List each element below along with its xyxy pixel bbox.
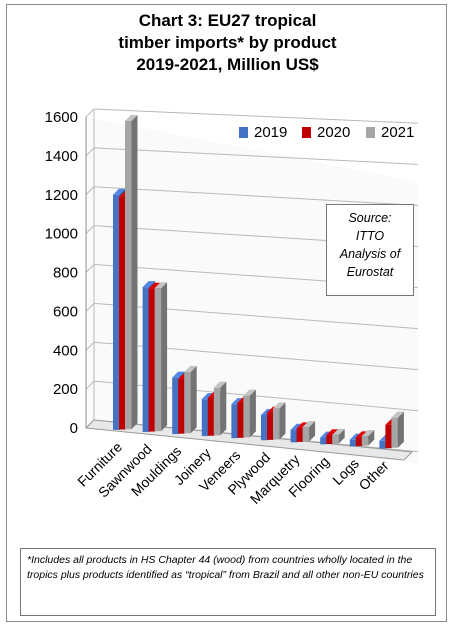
bar-other-2019-front [379,440,386,449]
bar-marquetry-2021-side [309,420,316,442]
bar-sawnwood-2019-top [142,281,156,288]
bar-flooring-2021-front [332,434,339,444]
bar-sawnwood-2020-top [148,282,162,289]
legend-item-2020: 2020 [302,124,350,141]
legend-swatch-2021 [366,127,375,138]
bar-joinery-2020-front [207,397,215,436]
bar-flooring-2021-top [332,428,345,435]
bar-marquetry-2021-front [302,426,310,442]
bar-other-2020-front [385,424,392,449]
source-line-3: Analysis of [339,247,401,261]
y-tick-label-1600: 1600 [45,109,78,126]
bar-other-2021-front [391,417,398,448]
chart-title-line-3: 2019-2021, Million US$ [136,55,319,74]
gridline-side-400 [85,341,95,351]
source-line-4: Eurostat [346,265,394,279]
bar-plywood-2021-side [279,402,286,440]
legend-item-2021: 2021 [366,124,414,141]
x-tick-label-other: Other [355,457,391,493]
bar-logs-2019-front [349,439,357,447]
y-tick-label-0: 0 [70,420,78,437]
source-line-2: ITTO [355,229,385,243]
bar-joinery-2021-side [220,381,227,436]
y-tick-label-600: 600 [53,303,78,320]
bar-marquetry-2020-front [296,428,304,442]
bar-veneers-2021-side [249,389,256,438]
bar-veneers-2020-front [237,402,244,438]
bar-flooring-2019-front [320,437,327,445]
bar-joinery-2021-top [213,381,227,388]
bar-sawnwood-2021-top [154,282,168,289]
bar-other-2021-side [397,411,404,448]
gridline-side-200 [85,380,95,390]
legend-item-2019: 2019 [239,124,287,141]
gridline-1200 [93,186,419,206]
bar-flooring-2020-front [326,435,333,444]
source-box: Source: ITTO Analysis of Eurostat [326,204,414,296]
gridline-side-1200 [85,186,95,196]
gridline-1600 [93,108,419,124]
gridline-side-600 [85,303,95,312]
bar-sawnwood-2021-side [161,282,168,432]
bar-logs-2021-front [361,435,369,446]
bar-plywood-2021-top [273,402,286,409]
bar-sawnwood-2019-front [142,287,150,432]
bar-marquetry-2019-front [290,429,298,443]
y-tick-label-1200: 1200 [45,187,78,204]
bar-veneers-2021-top [243,389,256,396]
chart-title-line-1: Chart 3: EU27 tropical [138,11,317,30]
bar-furniture-2021-top [125,115,138,122]
y-tick-label-1400: 1400 [45,148,78,165]
bar-mouldings-2019-top [172,371,185,378]
bar-furniture-2019-top [113,188,126,195]
legend-label-2021: 2021 [381,124,415,141]
bar-furniture-2020-front [119,197,126,430]
y-tick-label-200: 200 [53,381,78,398]
bar-other-2021-top [391,411,404,418]
chart-title-line-2: timber imports* by product [118,33,337,52]
bar-furniture-2019-front [113,194,120,430]
chart-title: Chart 3: EU27 tropical timber imports* b… [0,10,455,76]
bar-marquetry-2021-top [302,420,316,427]
bar-plywood-2021-front [273,408,280,440]
bar-logs-2020-front [355,437,363,447]
bar-logs-2021-top [361,429,375,436]
y-tick-label-1000: 1000 [45,226,78,243]
bar-sawnwood-2021-front [154,288,162,432]
legend-label-2020: 2020 [317,124,351,141]
bar-veneers-2021-front [243,395,250,438]
gridline-side-1600 [85,108,95,118]
gridline-side-1400 [85,147,95,157]
bar-veneers-2019-front [231,404,238,439]
gridline-side-1000 [85,225,95,234]
gridline-side-800 [85,264,95,273]
gridline-1400 [93,147,419,165]
footnote: *Includes all products in HS Chapter 44 … [20,548,436,616]
bar-flooring-2021-side [338,428,345,444]
bar-mouldings-2019-front [172,377,179,435]
bar-furniture-2021-side [131,115,138,430]
y-tick-label-800: 800 [53,265,78,282]
bar-plywood-2020-front [267,412,274,440]
legend-swatch-2020 [302,127,311,138]
bar-logs-2021-side [368,429,375,446]
bar-mouldings-2021-top [184,366,197,373]
bar-joinery-2019-front [201,399,209,437]
y-tick-label-400: 400 [53,342,78,359]
source-line-1: Source: [348,211,392,225]
bar-plywood-2019-front [261,414,268,441]
bar-flooring-2020-top [326,429,339,436]
legend-swatch-2019 [239,127,248,138]
bar-furniture-2021-front [125,121,132,430]
bar-mouldings-2021-front [184,372,191,434]
legend-label-2019: 2019 [254,124,288,141]
bar-mouldings-2021-side [190,366,197,434]
plot-floor [84,419,414,461]
bar-joinery-2021-front [213,387,221,436]
plot-back-wall [86,117,418,463]
bar-mouldings-2020-front [178,379,185,434]
bar-sawnwood-2020-front [148,288,156,432]
